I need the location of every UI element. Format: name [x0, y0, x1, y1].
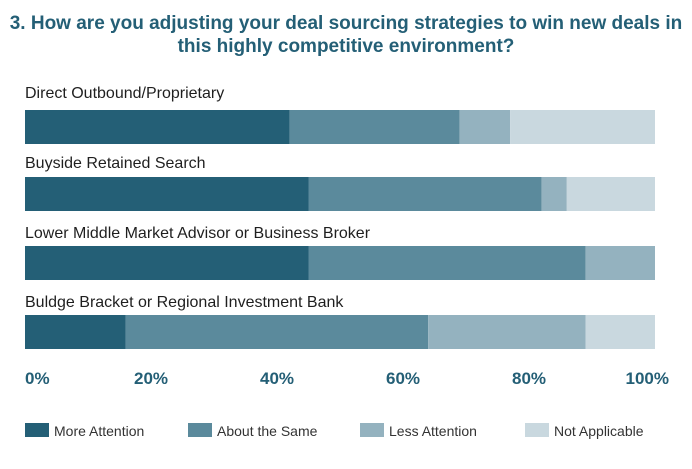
category-label: Buyside Retained Search [25, 155, 206, 172]
bar-segment [428, 315, 586, 349]
legend-label: More Attention [54, 423, 144, 439]
x-tick-label: 60% [386, 369, 420, 388]
bar-segment [510, 110, 655, 144]
bar-segment [25, 315, 126, 349]
legend-label: Not Applicable [554, 423, 644, 439]
category-label: Direct Outbound/Proprietary [25, 85, 224, 102]
bar-segment [25, 110, 290, 144]
category-label: Lower Middle Market Advisor or Business … [25, 225, 371, 242]
legend-label: About the Same [217, 423, 318, 439]
bar-segment [566, 177, 655, 211]
legend-swatch [360, 423, 384, 437]
legend-swatch [525, 423, 549, 437]
bar-segment [125, 315, 429, 349]
x-tick-label: 20% [134, 369, 168, 388]
bar-segment [585, 246, 655, 280]
x-tick-label: 80% [512, 369, 546, 388]
category-label: Buldge Bracket or Regional Investment Ba… [25, 294, 344, 311]
legend-swatch [25, 423, 49, 437]
bar-segment [25, 246, 309, 280]
bar-segment [459, 110, 511, 144]
bar-segment [308, 246, 586, 280]
bar-segment [289, 110, 460, 144]
x-tick-label: 100% [626, 369, 669, 388]
x-tick-label: 0% [25, 369, 50, 388]
legend-swatch [188, 423, 212, 437]
legend-label: Less Attention [389, 423, 477, 439]
bar-segment [585, 315, 655, 349]
chart-title: 3. How are you adjusting your deal sourc… [9, 13, 683, 57]
bar-segment [25, 177, 309, 211]
bar-segment [308, 177, 542, 211]
bar-segment [541, 177, 567, 211]
x-tick-label: 40% [260, 369, 294, 388]
